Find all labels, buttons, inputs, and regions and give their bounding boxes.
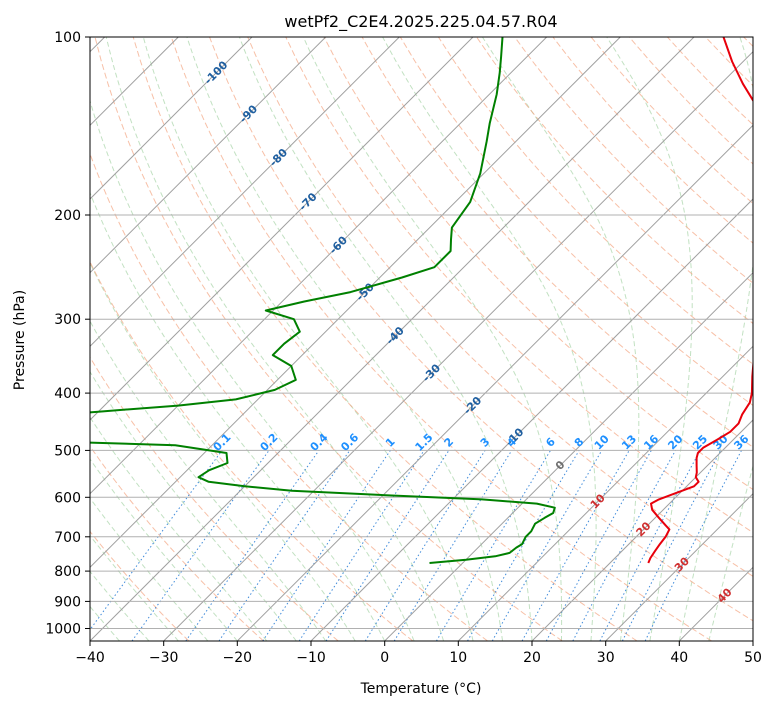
mixing-ratio-lines [90, 450, 742, 641]
mixing-ratio-line [185, 450, 320, 641]
x-tick-label: −40 [75, 650, 105, 666]
isotherm-line [90, 37, 695, 641]
x-tick-label: 40 [670, 650, 688, 666]
y-tick-label: 1000 [45, 622, 81, 638]
y-tick-label: 600 [54, 490, 81, 506]
mixing-ratio-line [621, 450, 722, 641]
x-tick-label: −20 [223, 650, 253, 666]
y-tick-label: 100 [54, 30, 81, 46]
dry-adiabat-line [209, 37, 753, 622]
isotherm-line [90, 37, 548, 495]
moist-adiabat-line [678, 37, 753, 641]
mixing-ratio-line [298, 450, 425, 641]
dry-adiabat-line [90, 445, 264, 641]
isotherm-line [384, 271, 753, 641]
y-tick-label: 800 [54, 564, 81, 580]
dry-adiabat-line [170, 37, 712, 641]
isotherm-line [605, 492, 753, 641]
x-tick-label: 10 [449, 650, 467, 666]
mixing-ratio-line [325, 450, 450, 641]
x-tick-label: 30 [597, 650, 615, 666]
moist-adiabat-line [238, 37, 533, 641]
x-tick-label: 50 [744, 650, 762, 666]
x-tick-label: 20 [523, 650, 541, 666]
moist-adiabat-line [142, 37, 474, 641]
x-axis-label: Temperature (°C) [360, 681, 482, 697]
moist-adiabat-line [186, 37, 503, 641]
dry-adiabat-line [514, 37, 753, 284]
moist-adiabat-line [481, 37, 640, 641]
dry-adiabat-line [399, 37, 753, 407]
dry-adiabat-line [437, 37, 753, 365]
y-tick-label: 700 [54, 530, 81, 546]
y-tick-label: 300 [54, 312, 81, 328]
mixing-ratio-line [545, 450, 652, 641]
isotherms [90, 37, 753, 641]
mixing-ratio-line [644, 450, 742, 641]
dewpoint-series-line [90, 37, 556, 564]
y-tick-label: 200 [54, 208, 81, 224]
isotherm-line [90, 37, 621, 569]
isotherm-line [531, 419, 753, 641]
mixing-ratio-line [90, 450, 223, 631]
moist-adiabat-line [606, 37, 693, 641]
dry-adiabat-line [90, 152, 488, 641]
mixing-ratio-line [572, 450, 676, 641]
dry-adiabat-line [90, 530, 190, 641]
isotherm-line [236, 124, 753, 641]
y-axis: 100 200 300 400 500 600 700 800 900 1000 [45, 30, 90, 638]
dry-adiabat-line [247, 37, 753, 577]
dry-adiabat-line [94, 37, 563, 641]
dry-adiabats [90, 37, 753, 641]
moist-adiabat-line [90, 458, 238, 641]
moist-adiabat-line [90, 416, 268, 641]
isotherm-line [90, 37, 327, 274]
x-tick-label: −10 [296, 650, 326, 666]
moist-adiabat-line [302, 37, 563, 641]
temperature-series-line [647, 37, 753, 564]
chart-title: wetPf2_C2E4.2025.225.04.57.R04 [284, 12, 557, 32]
mixing-ratio-line [521, 450, 630, 641]
isotherm-line [90, 37, 400, 348]
pressure-gridlines [90, 37, 753, 629]
dry-adiabat-line [132, 37, 638, 641]
plot-frame [89, 36, 754, 642]
moist-adiabat-line [708, 464, 753, 641]
moist-adiabat-line [382, 37, 597, 641]
isotherm-line [90, 37, 253, 200]
moist-adiabat-line [105, 37, 445, 641]
y-tick-label: 400 [54, 386, 81, 402]
x-axis: −40 −30 −20 −10 0 10 20 30 40 50 [75, 641, 762, 666]
isotherm-line [310, 198, 753, 641]
y-axis-label: Pressure (hPa) [12, 290, 28, 390]
y-tick-label: 900 [54, 594, 81, 610]
isotherm-line [457, 345, 753, 641]
isotherm-line [163, 50, 753, 641]
mixing-ratio-line [393, 450, 513, 641]
dry-adiabat-line [90, 356, 339, 641]
plot-area: -100-90-80-70-60-50-40-30-20-10010203040… [90, 37, 753, 641]
moist-adiabat-line [90, 320, 327, 641]
mixing-ratio-line [218, 450, 351, 641]
x-tick-label: 0 [380, 650, 389, 666]
x-tick-label: −30 [149, 650, 179, 666]
y-tick-label: 500 [54, 443, 81, 459]
isotherm-line [90, 37, 474, 421]
